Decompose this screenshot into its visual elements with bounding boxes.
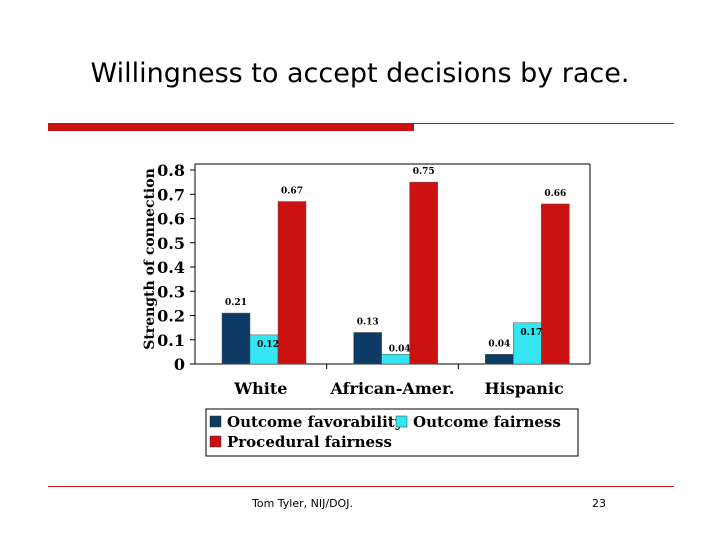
slide-title: Willingness to accept decisions by race.: [90, 58, 630, 89]
bar: [409, 181, 438, 365]
y-tick-label: 0.1: [157, 331, 185, 350]
x-category-label: White: [233, 379, 287, 398]
chart-data-labels: 0.21 0.12 0.67 0.13 0.04 0.75 0.04 0.17 0.66: [225, 167, 566, 354]
legend-entry: Procedural fairness: [227, 433, 392, 451]
data-label: 0.13: [357, 317, 379, 327]
data-label: 0.12: [257, 340, 279, 350]
y-tick-label: 0: [174, 355, 185, 374]
page-number: 23: [592, 497, 606, 510]
legend-entry: Outcome favorability: [227, 413, 405, 431]
data-label: 0.66: [544, 189, 566, 199]
data-label: 0.04: [488, 339, 510, 349]
y-tick-label: 0.5: [157, 234, 185, 253]
bar: [277, 201, 307, 365]
y-tick-label: 0.7: [157, 185, 185, 204]
x-category-label: Hispanic: [485, 379, 564, 398]
chart-legend: Outcome favorability Outcome fairness Proc…: [205, 408, 579, 457]
x-category-label: African-Amer.: [330, 379, 455, 398]
legend-entry: Outcome fairness: [413, 413, 561, 431]
data-label: 0.17: [520, 328, 542, 338]
y-tick-label: 0.6: [157, 210, 185, 229]
legend-box: [205, 408, 579, 457]
y-axis-label: Strength of connection: [142, 168, 158, 350]
y-tick-label: 0.4: [157, 258, 185, 277]
legend-swatch: [209, 435, 222, 448]
title-underline-thin: [414, 123, 674, 124]
data-label: 0.04: [389, 344, 411, 354]
data-label: 0.67: [281, 187, 303, 197]
footer-credit: Tom Tyler, NIJ/DOJ.: [252, 497, 353, 510]
y-tick-label: 0.3: [157, 282, 185, 301]
title-underline-thick: [48, 123, 414, 131]
data-label: 0.21: [225, 298, 247, 308]
legend-swatch: [209, 415, 222, 428]
y-tick-label: 0.2: [157, 307, 185, 326]
bar: [353, 332, 382, 365]
chart-bars: [221, 181, 570, 365]
bar: [381, 354, 410, 365]
y-tick-label: 0.8: [157, 161, 185, 180]
footer-divider: [48, 486, 674, 487]
bar: [249, 334, 279, 365]
bar: [541, 203, 570, 365]
legend-swatch: [395, 415, 408, 428]
data-label: 0.75: [413, 167, 435, 177]
bar: [221, 312, 251, 365]
bar: [485, 354, 514, 365]
